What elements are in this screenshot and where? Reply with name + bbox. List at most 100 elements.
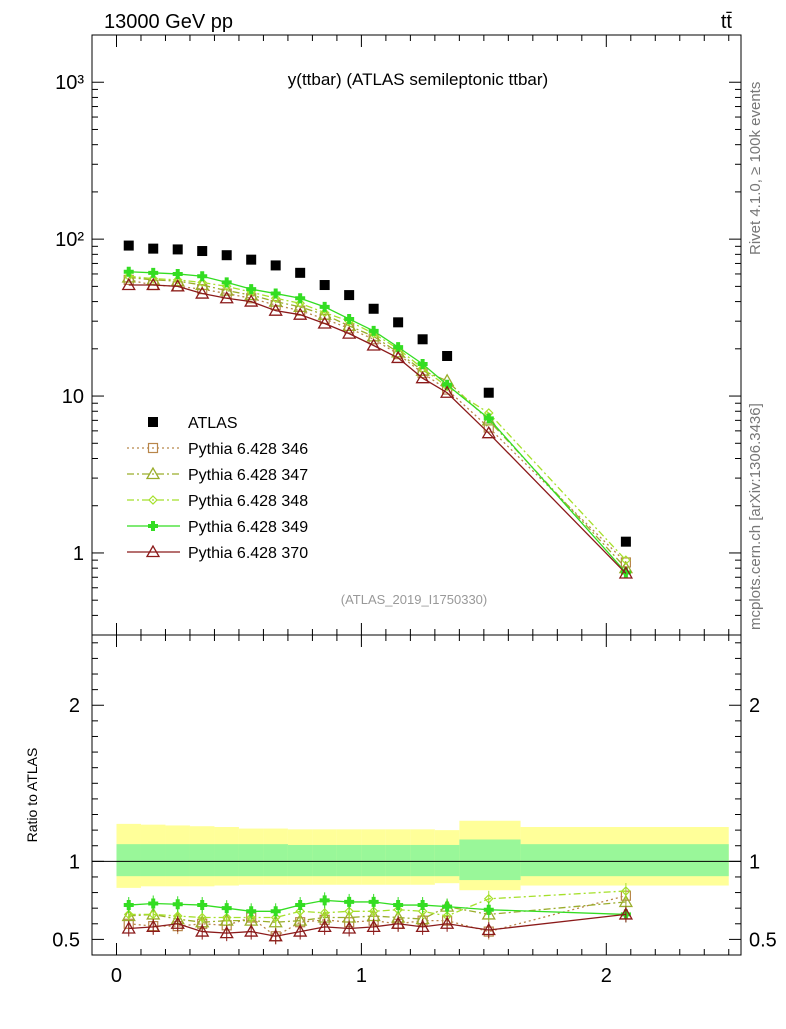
ratio-point [146, 919, 161, 933]
ratio-point [295, 906, 306, 917]
ratio-band-inner [385, 844, 411, 877]
main-point [391, 350, 406, 364]
main-series [121, 240, 634, 579]
ratio-point [270, 906, 281, 917]
ratio-point [244, 924, 259, 937]
legend-entry-0: ATLAS [148, 415, 238, 432]
ratio-ytick-label-left: 1 [69, 851, 80, 873]
main-data-point [344, 290, 355, 301]
main-point [270, 299, 281, 311]
ratio-point [221, 903, 232, 914]
ratio-point [319, 908, 330, 918]
main-data-point [620, 536, 631, 547]
main-data-point [148, 243, 159, 254]
ratio-point [391, 916, 406, 929]
ratio-series-line [128, 890, 626, 919]
main-series-3 [123, 266, 631, 578]
ratio-point [417, 906, 428, 917]
ratio-band-inner [287, 844, 313, 877]
legend-marker [145, 544, 161, 558]
ratio-xtick-label: 0 [111, 965, 122, 987]
main-ytick-label: 10² [55, 229, 84, 251]
main-point [293, 299, 308, 313]
ratio-ytick-label-left: 0.5 [52, 929, 80, 951]
main-data-point [442, 350, 453, 361]
ratio-series-line [128, 901, 626, 923]
ratio-point [344, 896, 355, 907]
ratio-point [148, 898, 159, 909]
main-point [442, 379, 453, 390]
ratio-ytick-label-left: 2 [69, 695, 80, 717]
main-data-point [172, 244, 183, 255]
main-point [270, 293, 281, 304]
main-series-line [128, 271, 627, 573]
legend-marker [148, 495, 158, 505]
ratio-band-inner [520, 844, 729, 877]
ratio-bands [92, 820, 741, 891]
legend-entry-1: Pythia 6.428 346 [127, 441, 308, 458]
ratio-point [439, 916, 455, 929]
ratio-axes: 0.5 0.5 1 1 2 2 0 1 2 [52, 634, 777, 987]
main-point [148, 267, 159, 278]
legend-label: Pythia 6.428 349 [188, 519, 308, 536]
ratio-series-4 [121, 906, 634, 945]
main-point [219, 290, 234, 304]
main-data-series-0 [123, 240, 631, 547]
main-data-point [483, 387, 494, 398]
ratio-frame [91, 634, 742, 956]
ratio-band-inner [189, 844, 215, 877]
ratio-ylabel: Ratio to ATLAS [24, 748, 40, 843]
main-point [317, 316, 332, 329]
ratio-point [121, 921, 136, 934]
legend-marker [148, 417, 158, 427]
legend-entry-3: Pythia 6.428 348 [127, 493, 308, 510]
main-data-point [197, 246, 208, 257]
main-series-line [128, 279, 627, 563]
ratio-point [268, 914, 283, 928]
main-ytick-label: 10 [62, 386, 84, 408]
main-point [342, 318, 357, 332]
ratio-point [172, 899, 183, 910]
main-point [366, 338, 381, 351]
ratio-point [317, 919, 332, 933]
main-point [221, 277, 232, 288]
ratio-point [268, 928, 283, 942]
mcplots-label: mcplots.cern.ch [arXiv:1306.3436] [747, 403, 764, 630]
ratio-point [344, 906, 354, 917]
ratio-point [197, 912, 208, 923]
main-point [219, 283, 234, 296]
ratio-point [295, 900, 306, 911]
main-point [146, 277, 161, 291]
ratio-band-inner [336, 844, 362, 877]
ratio-point [368, 896, 379, 907]
main-point [344, 313, 355, 324]
ratio-point [442, 901, 453, 912]
ratio-band-inner [165, 844, 190, 877]
legend-label: Pythia 6.428 370 [188, 545, 308, 562]
ratio-band-inner [410, 844, 435, 877]
main-point [268, 294, 283, 307]
main-data-point [295, 267, 306, 278]
ratio-ytick-label-right: 0.5 [749, 929, 777, 951]
main-data-point [417, 334, 428, 345]
main-series-line [128, 276, 627, 569]
main-point [368, 325, 379, 336]
ratio-point [393, 900, 404, 911]
legend-label: Pythia 6.428 346 [188, 441, 308, 458]
ratio-band-inner [116, 844, 141, 877]
ratio-point [246, 912, 257, 923]
ratio-point [293, 924, 308, 937]
main-point [483, 413, 494, 424]
main-point [439, 385, 455, 398]
legend-marker [145, 466, 161, 480]
legend: ATLAS Pythia 6.428 346 Pythia 6.428 347 Pyt… [127, 415, 308, 562]
main-point [195, 286, 210, 299]
main-series-line [128, 275, 627, 561]
ratio-panel: 0.5 0.5 1 1 2 2 0 1 2 Ratio to ATLAS [24, 634, 777, 987]
main-point [319, 301, 330, 312]
main-point [618, 566, 634, 579]
main-ytick-label: 1 [73, 543, 84, 565]
ratio-point [618, 907, 634, 920]
ratio-point [197, 900, 208, 911]
